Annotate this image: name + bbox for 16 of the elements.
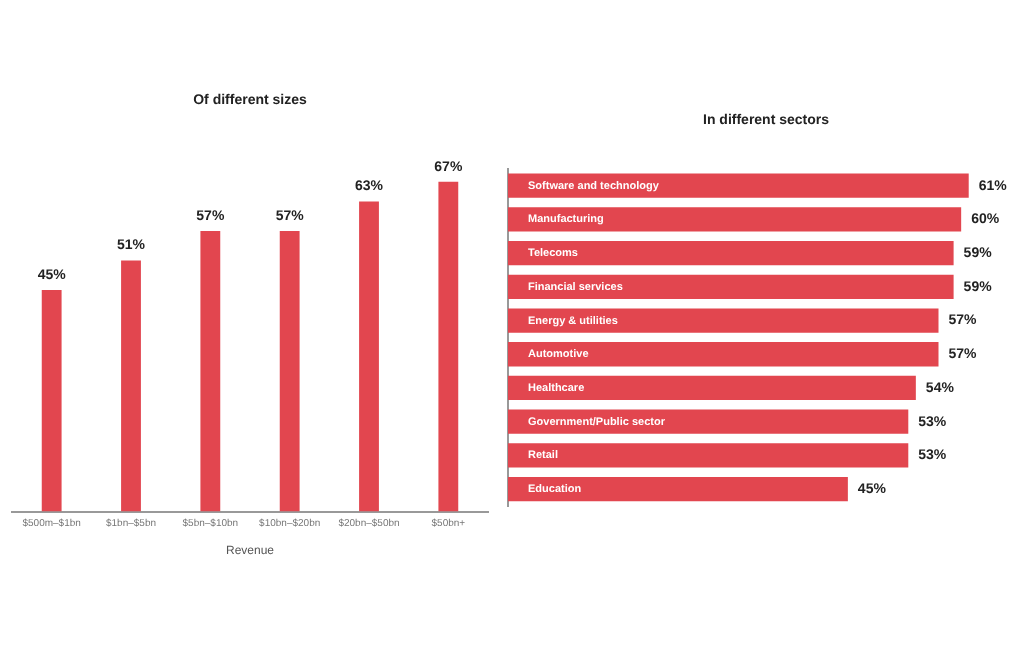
bar: [508, 240, 954, 266]
bar: [508, 308, 939, 333]
bar: [359, 201, 379, 512]
bar: [508, 477, 848, 502]
bar: [508, 173, 969, 198]
bar: [200, 231, 221, 512]
bar: [508, 409, 909, 434]
bar: [121, 260, 141, 512]
bar: [508, 207, 962, 232]
bar: [41, 290, 62, 512]
bar: [508, 342, 939, 367]
bar: [508, 375, 916, 401]
bar: [438, 181, 459, 512]
bar: [508, 274, 954, 299]
bar: [279, 231, 300, 512]
bar: [508, 443, 909, 468]
